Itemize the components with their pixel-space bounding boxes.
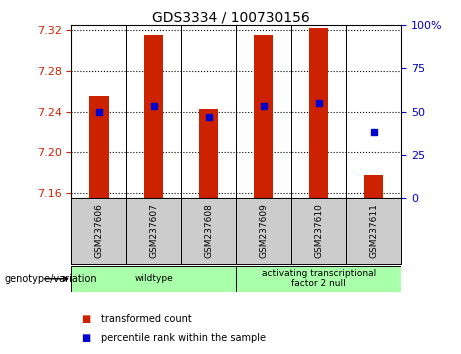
Text: activating transcriptional
factor 2 null: activating transcriptional factor 2 null [261,269,376,289]
Bar [254,35,273,198]
Text: GSM237611: GSM237611 [369,204,378,258]
Bar [89,96,108,198]
Text: wildtype: wildtype [135,274,173,283]
Text: ■: ■ [81,333,90,343]
Bar [144,35,164,198]
Text: GSM237606: GSM237606 [95,204,103,258]
Text: genotype/variation: genotype/variation [5,274,97,284]
Bar [236,266,401,292]
Text: ■: ■ [81,314,90,324]
Bar [309,28,328,198]
Bar [71,266,236,292]
Text: percentile rank within the sample: percentile rank within the sample [101,333,266,343]
Text: GSM237610: GSM237610 [314,204,323,258]
Bar [364,175,383,198]
Bar [199,109,219,198]
Text: transformed count: transformed count [101,314,192,324]
Text: GSM237607: GSM237607 [149,204,159,258]
Text: GSM237609: GSM237609 [259,204,268,258]
Text: GSM237608: GSM237608 [204,204,213,258]
Text: GDS3334 / 100730156: GDS3334 / 100730156 [152,11,309,25]
